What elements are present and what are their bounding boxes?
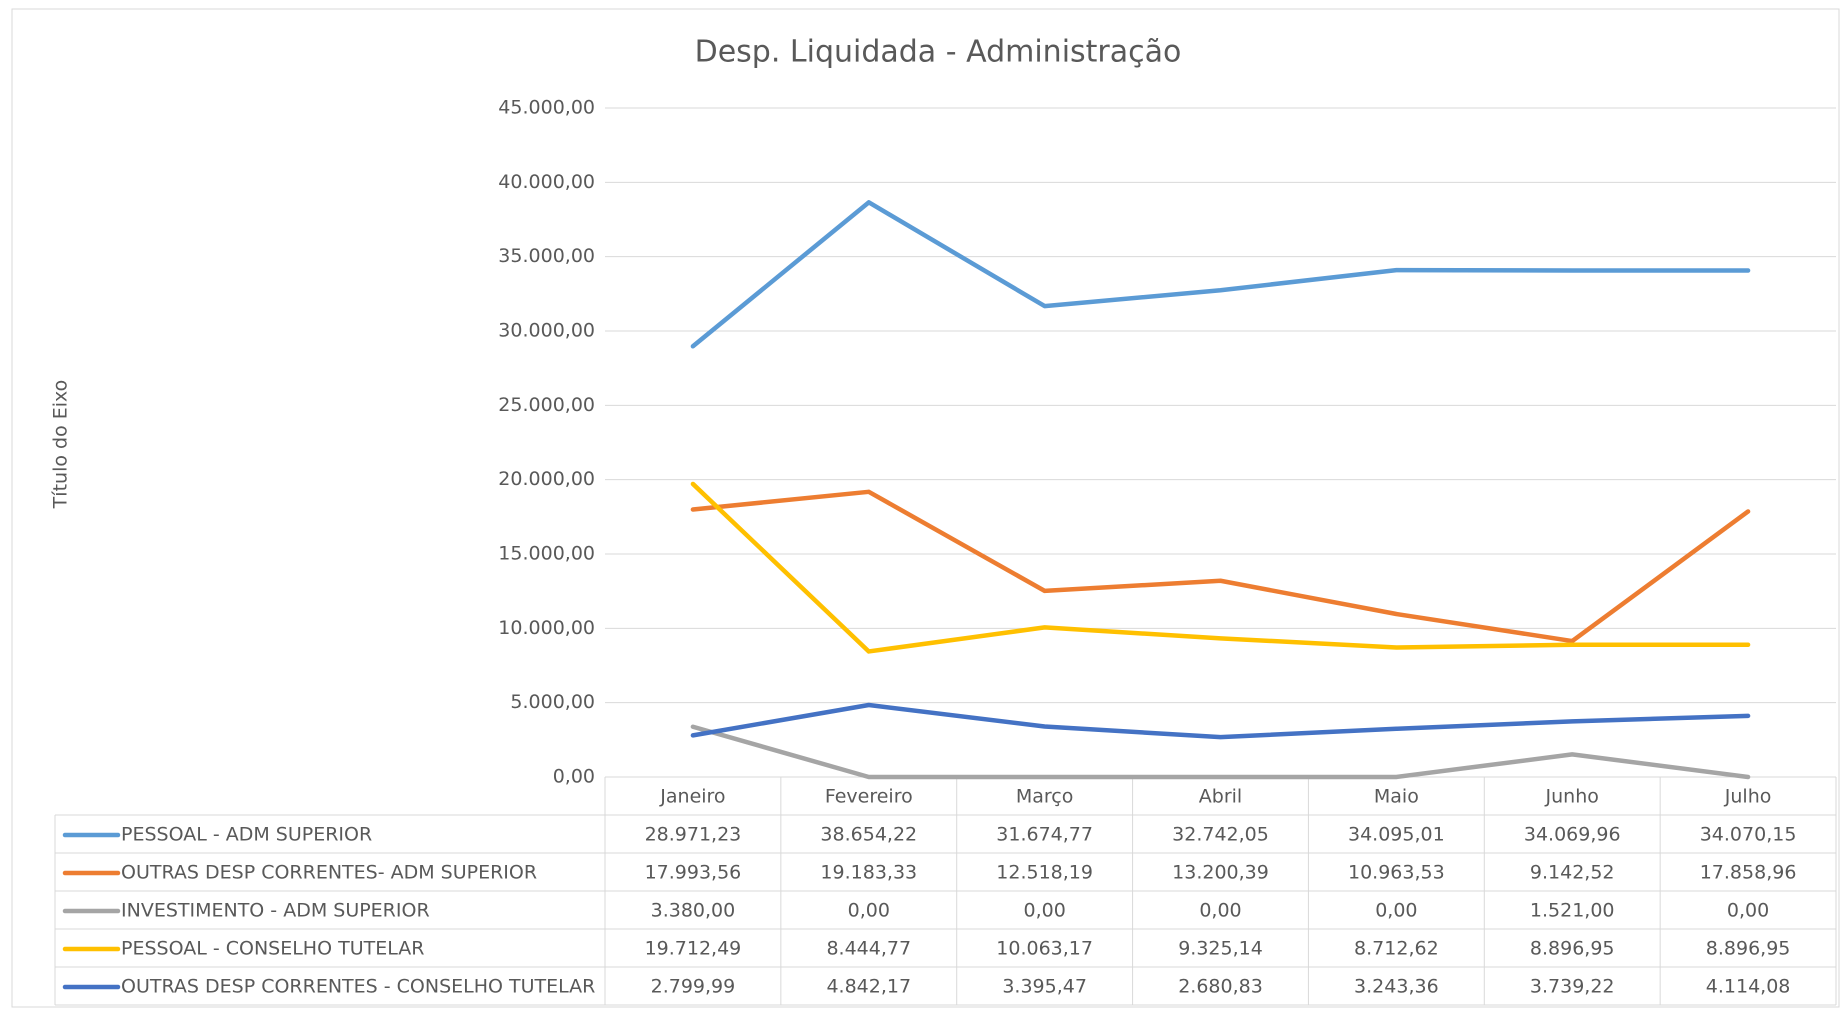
- table-cell: 0,00: [1023, 900, 1065, 922]
- series-line: [690, 702, 1751, 740]
- x-tick-label: Janeiro: [659, 786, 725, 808]
- table-cell: 13.200,39: [1172, 862, 1269, 884]
- legend-label: INVESTIMENTO - ADM SUPERIOR: [121, 900, 430, 922]
- table-cell: 32.742,05: [1172, 824, 1269, 846]
- table-cell: 0,00: [1199, 900, 1241, 922]
- legend-label: PESSOAL - CONSELHO TUTELAR: [121, 938, 424, 960]
- table-cell: 1.521,00: [1530, 900, 1615, 922]
- table-cell: 10.963,53: [1348, 862, 1445, 884]
- table-cell: 9.325,14: [1178, 938, 1263, 960]
- y-tick-label: 40.000,00: [498, 171, 595, 193]
- y-tick-label: 0,00: [553, 766, 595, 788]
- table-cell: 2.680,83: [1178, 976, 1263, 998]
- table-cell: 8.896,95: [1530, 938, 1615, 960]
- series-line: [690, 724, 1751, 780]
- table-cell: 17.858,96: [1700, 862, 1797, 884]
- table-cell: 38.654,22: [820, 824, 917, 846]
- table-cell: 19.183,33: [820, 862, 917, 884]
- y-axis-label: Título do Eixo: [50, 380, 72, 510]
- table-cell: 4.114,08: [1706, 976, 1791, 998]
- chart-border: [11, 8, 1840, 1008]
- table-cell: 17.993,56: [645, 862, 742, 884]
- legend-label: OUTRAS DESP CORRENTES - CONSELHO TUTELAR: [121, 976, 595, 998]
- x-tick-label: Junho: [1545, 786, 1599, 808]
- table-cell: 9.142,52: [1530, 862, 1615, 884]
- table-cell: 12.518,19: [996, 862, 1093, 884]
- legend-label: PESSOAL - ADM SUPERIOR: [121, 824, 372, 846]
- x-tick-label: Julho: [1724, 786, 1772, 808]
- table-cell: 31.674,77: [996, 824, 1093, 846]
- y-tick-label: 15.000,00: [498, 543, 595, 565]
- series-line: [690, 200, 1751, 349]
- table-cell: 0,00: [1375, 900, 1417, 922]
- table-cell: 19.712,49: [645, 938, 742, 960]
- table-cell: 34.070,15: [1700, 824, 1797, 846]
- y-tick-label: 35.000,00: [498, 245, 595, 267]
- y-tick-label: 20.000,00: [498, 468, 595, 490]
- table-cell: 28.971,23: [645, 824, 742, 846]
- y-tick-label: 10.000,00: [498, 617, 595, 639]
- x-tick-label: Maio: [1374, 786, 1419, 808]
- table-cell: 34.069,96: [1524, 824, 1621, 846]
- chart-title: Desp. Liquidada - Administração: [695, 35, 1182, 70]
- y-tick-label: 25.000,00: [498, 394, 595, 416]
- table-cell: 3.395,47: [1002, 976, 1087, 998]
- table-cell: 3.739,22: [1530, 976, 1615, 998]
- table-cell: 10.063,17: [996, 938, 1093, 960]
- series-line: [690, 489, 1751, 644]
- table-cell: 3.243,36: [1354, 976, 1439, 998]
- y-tick-label: 5.000,00: [510, 691, 595, 713]
- table-cell: 8.712,62: [1354, 938, 1439, 960]
- table-cell: 8.896,95: [1706, 938, 1791, 960]
- legend-label: OUTRAS DESP CORRENTES- ADM SUPERIOR: [121, 862, 537, 884]
- table-cell: 2.799,99: [651, 976, 736, 998]
- table-cell: 8.444,77: [826, 938, 911, 960]
- series-line: [690, 481, 1751, 654]
- table-cell: 0,00: [848, 900, 890, 922]
- table-cell: 3.380,00: [651, 900, 736, 922]
- x-tick-label: Março: [1016, 786, 1074, 808]
- table-cell: 34.095,01: [1348, 824, 1445, 846]
- y-tick-label: 45.000,00: [498, 97, 595, 119]
- x-tick-label: Abril: [1199, 786, 1242, 808]
- x-tick-label: Fevereiro: [825, 786, 913, 808]
- y-tick-label: 30.000,00: [498, 320, 595, 342]
- table-cell: 0,00: [1727, 900, 1769, 922]
- table-cell: 4.842,17: [826, 976, 911, 998]
